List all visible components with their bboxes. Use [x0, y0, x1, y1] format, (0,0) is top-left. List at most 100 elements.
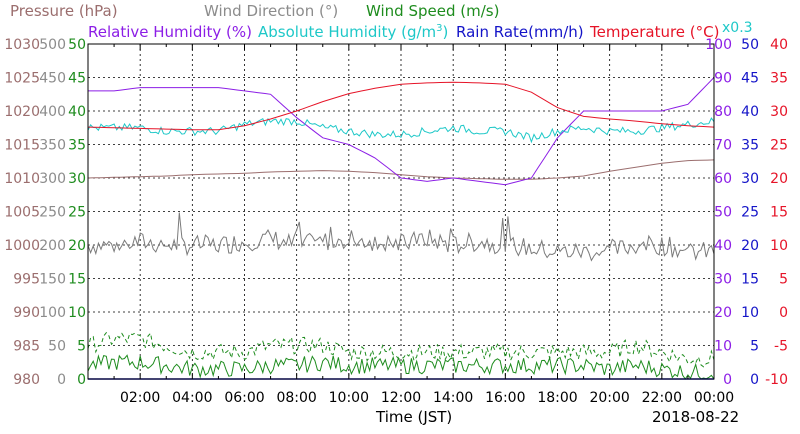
- plot-series: [87, 77, 715, 380]
- chart-legend-header: Pressure (hPa) Wind Direction (°) Wind S…: [10, 2, 753, 41]
- y-tick-label: 200: [39, 238, 66, 254]
- y-tick-label: 300: [39, 171, 66, 187]
- y-tick-label: 30: [770, 104, 788, 120]
- x-tick-label: 02:00: [120, 390, 160, 406]
- y-tick-label: 1000: [4, 238, 40, 254]
- x-tick-label: 12:00: [381, 390, 421, 406]
- chart-date: 2018-08-22: [652, 408, 739, 426]
- legend-scale-note: x0.3: [722, 20, 753, 36]
- y-tick-label: 15: [770, 205, 788, 221]
- y-tick-label: 40: [741, 104, 759, 120]
- y-tick-label: 50: [741, 37, 759, 53]
- y-tick-label: 1005: [4, 205, 40, 221]
- series-line-0: [87, 159, 715, 180]
- y-tick-label: 1010: [4, 171, 40, 187]
- legend-rain-rate: Rain Rate(mm/h): [456, 23, 584, 41]
- x-axis-label: Time (JST): [375, 408, 452, 426]
- y-tick-label: 10: [68, 305, 86, 321]
- y-tick-label: 400: [39, 104, 66, 120]
- y-tick-label: 20: [68, 238, 86, 254]
- y-tick-label: 30: [714, 272, 732, 288]
- x-tick-label: 08:00: [276, 390, 316, 406]
- legend-temperature: Temperature (°C): [589, 23, 719, 41]
- x-tick-label: 10:00: [329, 390, 369, 406]
- y-tick-label: 25: [770, 138, 788, 154]
- y-tick-label: 1015: [4, 138, 40, 154]
- y-tick-label: 5: [750, 339, 759, 355]
- legend-relative-humidity: Relative Humidity (%): [88, 23, 252, 41]
- x-axis: 02:00 04:00 06:00 08:00 10:00 12:00 14:00 16:00…: [87, 44, 734, 406]
- y-tick-label: 25: [741, 205, 759, 221]
- y-tick-label: 5: [77, 339, 86, 355]
- y-tick-label: 995: [13, 272, 40, 288]
- y-tick-label: 35: [770, 71, 788, 87]
- y-tick-label: 50: [714, 205, 732, 221]
- y-tick-label: 45: [68, 71, 86, 87]
- legend-absolute-humidity-sup: 3: [436, 23, 442, 34]
- y-tick-label: 10: [770, 238, 788, 254]
- y-tick-label: 30: [68, 171, 86, 187]
- y-tick-label: 40: [770, 37, 788, 53]
- x-tick-label: 04:00: [172, 390, 212, 406]
- y-tick-label: 70: [714, 138, 732, 154]
- legend-wind-direction: Wind Direction (°): [204, 2, 338, 20]
- y-tick-label: 1030: [4, 37, 40, 53]
- y-tick-label: 0: [57, 372, 66, 388]
- y-tick-label: 980: [13, 372, 40, 388]
- series-line-3: [87, 354, 715, 380]
- y-tick-label: 1025: [4, 71, 40, 87]
- x-tick-label: 06:00: [224, 390, 264, 406]
- series-line-2: [87, 331, 715, 368]
- y-tick-label: 10: [741, 305, 759, 321]
- y-tick-label: 35: [741, 138, 759, 154]
- y-tick-label: 45: [741, 71, 759, 87]
- y-tick-label: 100: [705, 37, 732, 53]
- y-tick-label: 35: [68, 138, 86, 154]
- y-tick-label: 30: [741, 171, 759, 187]
- y-tick-label: 1020: [4, 104, 40, 120]
- y-tick-label: 990: [13, 305, 40, 321]
- y-tick-label: 15: [741, 272, 759, 288]
- y-tick-label: 20: [770, 171, 788, 187]
- y-tick-label: 0: [77, 372, 86, 388]
- y-tick-label: 50: [68, 37, 86, 53]
- y-axes: 1030102510201015101010051000995990985980…: [4, 37, 788, 388]
- y-tick-label: 40: [714, 238, 732, 254]
- y-tick-label: 15: [68, 272, 86, 288]
- plot-grid: [88, 44, 714, 379]
- legend-pressure: Pressure (hPa): [10, 2, 118, 20]
- y-tick-label: 20: [714, 305, 732, 321]
- y-tick-label: 100: [39, 305, 66, 321]
- y-tick-label: 0: [779, 305, 788, 321]
- y-tick-label: 250: [39, 205, 66, 221]
- x-tick-label: 00:00: [694, 390, 734, 406]
- x-tick-label: 14:00: [433, 390, 473, 406]
- y-tick-label: 0: [723, 372, 732, 388]
- series-line-7: [87, 81, 715, 131]
- x-tick-label: 20:00: [589, 390, 629, 406]
- series-line-4: [88, 77, 715, 186]
- series-line-1: [87, 212, 715, 262]
- x-tick-label: 18:00: [537, 390, 577, 406]
- y-tick-label: 20: [741, 238, 759, 254]
- y-tick-label: 985: [13, 339, 40, 355]
- legend-wind-speed: Wind Speed (m/s): [366, 2, 499, 20]
- y-tick-label: 50: [48, 339, 66, 355]
- y-tick-label: 0: [750, 372, 759, 388]
- legend-absolute-humidity: Absolute Humidity (g/m3): [258, 23, 448, 41]
- y-tick-label: 25: [68, 205, 86, 221]
- y-tick-label: 150: [39, 272, 66, 288]
- y-tick-label: 10: [714, 339, 732, 355]
- legend-absolute-humidity-text: Absolute Humidity (g/m: [258, 23, 436, 41]
- y-tick-label: 40: [68, 104, 86, 120]
- x-tick-label: 22:00: [642, 390, 682, 406]
- y-tick-label: 90: [714, 71, 732, 87]
- y-tick-label: 60: [714, 171, 732, 187]
- y-tick-label: 500: [39, 37, 66, 53]
- y-tick-label: 5: [779, 272, 788, 288]
- x-tick-label: 16:00: [485, 390, 525, 406]
- y-tick-label: 450: [39, 71, 66, 87]
- y-tick-label: -5: [774, 339, 788, 355]
- y-tick-label: 350: [39, 138, 66, 154]
